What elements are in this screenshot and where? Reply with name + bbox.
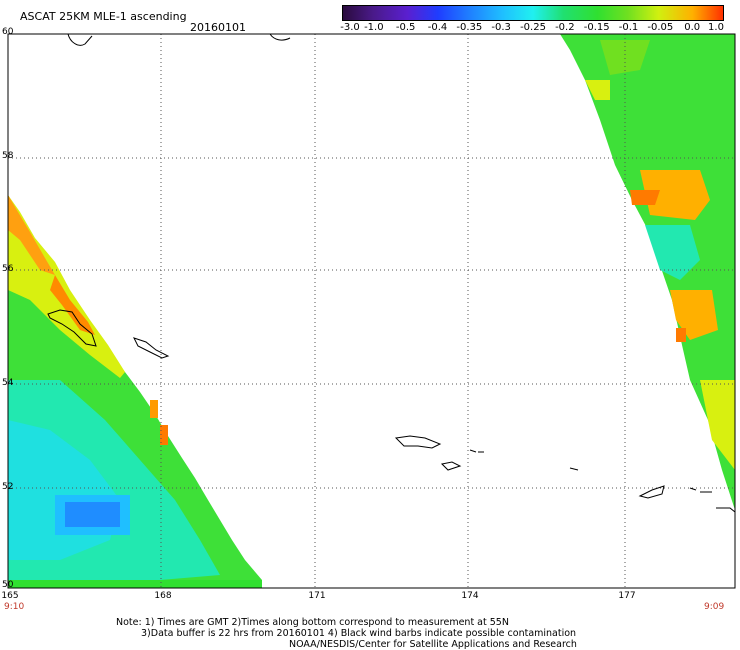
time-right: 9:09 <box>704 602 725 612</box>
lat-label-56: 56 <box>2 264 14 274</box>
footer-note-1: Note: 1) Times are GMT 2)Times along bot… <box>116 617 509 628</box>
lat-label-52: 52 <box>2 482 14 492</box>
colorbar-tick-label: -0.5 <box>395 22 416 33</box>
colorbar-tick-label: -0.4 <box>427 22 448 33</box>
lat-label-60: 60 <box>2 27 14 37</box>
colorbar-tick-label: -3.0 <box>340 22 360 33</box>
colorbar-tick-label: -0.1 <box>618 22 639 33</box>
coastlines <box>47 33 736 513</box>
colorbar-tick-label: -0.35 <box>456 22 483 33</box>
colorbar <box>342 5 724 21</box>
colorbar-tick-label: -0.15 <box>583 22 610 33</box>
map-frame <box>7 33 736 589</box>
colorbar-tick-label: -0.05 <box>647 22 674 33</box>
colorbar-tick-label: -0.2 <box>555 22 575 33</box>
time-left: 9:10 <box>4 602 25 612</box>
swath-right <box>560 34 735 510</box>
lon-label-171: 171 <box>308 591 326 601</box>
product-title: ASCAT 25KM MLE-1 ascending <box>20 10 187 23</box>
graticule <box>8 33 735 588</box>
swath-left <box>8 195 262 588</box>
product-date: 20160101 <box>190 21 246 34</box>
lon-label-174: 174 <box>461 591 479 601</box>
footer-note-2: 3)Data buffer is 22 hrs from 20160101 4)… <box>141 628 577 639</box>
lon-label-165: 165 <box>1 591 19 601</box>
lon-label-177: 177 <box>618 591 636 601</box>
lat-label-50: 50 <box>2 580 14 590</box>
lat-label-54: 54 <box>2 378 14 388</box>
colorbar-tick-label: -1.0 <box>364 22 384 33</box>
lat-label-58: 58 <box>2 151 14 161</box>
colorbar-tick-label: 0.0 <box>684 22 701 33</box>
colorbar-tick-label: -0.25 <box>520 22 546 33</box>
colorbar-tick-label: 1.0 <box>708 22 724 33</box>
lon-label-168: 168 <box>154 591 172 601</box>
colorbar-tick-label: -0.3 <box>491 22 511 33</box>
footer-note-3: NOAA/NESDIS/Center for Satellite Applica… <box>289 639 577 650</box>
